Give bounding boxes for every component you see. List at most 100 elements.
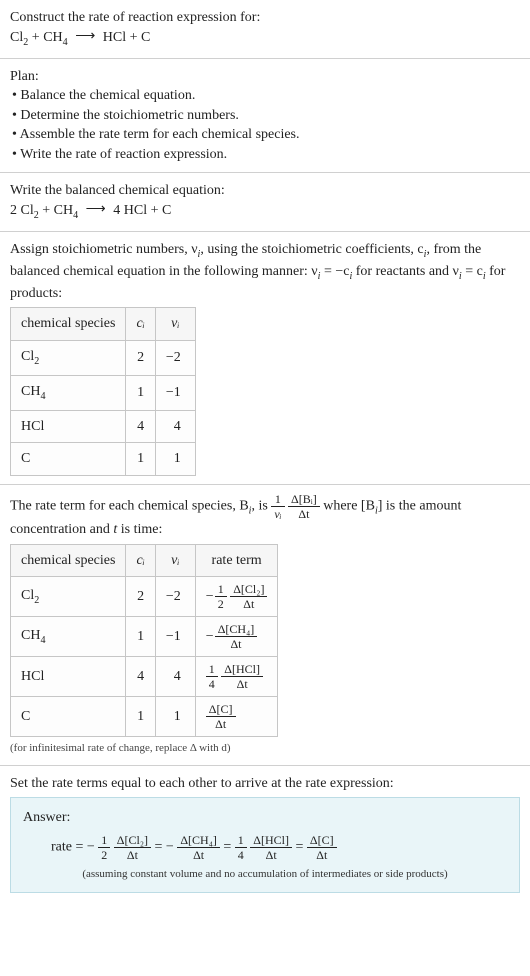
rateterm-table: chemical species cᵢ νᵢ rate term Cl2 2 −…	[10, 544, 278, 738]
frac-coef: 14	[235, 834, 247, 861]
bal-b-sub: 4	[73, 210, 78, 221]
cell-species: Cl2	[11, 577, 126, 617]
answer-label: Answer:	[23, 808, 507, 828]
infinitesimal-note: (for infinitesimal rate of change, repla…	[10, 741, 520, 756]
table-header-row: chemical species cᵢ νᵢ	[11, 308, 196, 341]
vi-label: νᵢ	[171, 553, 179, 568]
col-rate: rate term	[195, 544, 278, 577]
frac-n: Δ[Bᵢ]	[288, 493, 320, 506]
col-species: chemical species	[11, 308, 126, 341]
stoich-text: , using the stoichiometric coefficients,…	[200, 242, 423, 257]
col-species: chemical species	[11, 544, 126, 577]
bal-a: 2 Cl	[10, 203, 34, 218]
table-row: C 1 1	[11, 443, 196, 476]
frac-n: 1	[206, 663, 218, 676]
lhs-b-sub: 4	[63, 36, 68, 47]
lhs-a: Cl	[10, 30, 23, 45]
equals: =	[155, 839, 166, 854]
final-section: Set the rate terms equal to each other t…	[0, 766, 530, 902]
plan-bullet: • Balance the chemical equation.	[10, 86, 520, 106]
frac-n: Δ[CH₄]	[177, 834, 220, 847]
answer-box: Answer: rate = − 12 Δ[Cl₂]Δt = − Δ[CH₄]Δ…	[10, 797, 520, 893]
col-vi: νᵢ	[155, 544, 195, 577]
rt-text: , is	[251, 499, 271, 514]
frac-delta: Δ[HCl]Δt	[250, 834, 292, 861]
stoich-text: = −c	[320, 264, 349, 279]
cell-ci: 1	[126, 617, 155, 657]
frac-delta: Δ[Cl₂]Δt	[114, 834, 151, 861]
equals: =	[296, 839, 307, 854]
equals: =	[223, 839, 234, 854]
prompt-equation: Cl2 + CH4 ⟶ HCl + C	[10, 28, 520, 50]
table-row: C 1 1 Δ[C]Δt	[11, 697, 278, 737]
arrow-icon: ⟶	[75, 27, 95, 47]
rateterm-section: The rate term for each chemical species,…	[0, 485, 530, 765]
sp-sub: 4	[40, 391, 45, 402]
plan-bullet: • Determine the stoichiometric numbers.	[10, 106, 520, 126]
cell-rate: −12 Δ[Cl₂]Δt	[195, 577, 278, 617]
frac-n: Δ[Cl₂]	[230, 583, 267, 596]
cell-rate: Δ[C]Δt	[195, 697, 278, 737]
sp: Cl	[21, 349, 34, 364]
cell-ci: 1	[126, 697, 155, 737]
sp: HCl	[21, 669, 44, 684]
answer-note: (assuming constant volume and no accumul…	[23, 867, 507, 882]
rateterm-para: The rate term for each chemical species,…	[10, 493, 520, 540]
frac-n: Δ[C]	[206, 703, 236, 716]
balanced-heading: Write the balanced chemical equation:	[10, 181, 520, 201]
rate-prefix: rate = −	[51, 839, 95, 854]
bal-rhs: 4 HCl + C	[113, 203, 171, 218]
frac-delta: Δ[CH₄]Δt	[177, 834, 220, 861]
sp: CH	[21, 628, 40, 643]
cell-ci: 2	[126, 340, 155, 375]
frac-coef: 14	[206, 663, 218, 690]
frac-n: Δ[C]	[307, 834, 337, 847]
balanced-section: Write the balanced chemical equation: 2 …	[0, 173, 530, 231]
sp: CH	[21, 384, 40, 399]
bal-plus: + CH	[39, 203, 73, 218]
frac-n: Δ[Cl₂]	[114, 834, 151, 847]
table-row: CH4 1 −1 −Δ[CH₄]Δt	[11, 617, 278, 657]
lhs-b: CH	[43, 30, 62, 45]
stoich-text: Assign stoichiometric numbers, ν	[10, 242, 198, 257]
cell-species: C	[11, 697, 126, 737]
rate-expression: rate = − 12 Δ[Cl₂]Δt = − Δ[CH₄]Δt = 14 Δ…	[23, 834, 507, 861]
plan-heading: Plan:	[10, 67, 520, 87]
ci-label: cᵢ	[136, 553, 144, 568]
frac-delta: Δ[Cl₂]Δt	[230, 583, 267, 610]
cell-ci: 4	[126, 410, 155, 443]
plan-bullet: • Write the rate of reaction expression.	[10, 145, 520, 165]
cell-vi: 4	[155, 657, 195, 697]
ci-label: cᵢ	[136, 316, 144, 331]
sp: C	[21, 451, 30, 466]
cell-ci: 4	[126, 657, 155, 697]
frac-delta: Δ[C]Δt	[206, 703, 236, 730]
rt-text: is time:	[117, 522, 162, 537]
frac-delta: Δ[Bᵢ]Δt	[288, 493, 320, 520]
sp: C	[21, 709, 30, 724]
frac-delta: Δ[CH₄]Δt	[215, 623, 258, 650]
plan-section: Plan: • Balance the chemical equation. •…	[0, 59, 530, 173]
cell-ci: 1	[126, 375, 155, 410]
cell-species: Cl2	[11, 340, 126, 375]
frac-d: Δt	[221, 676, 263, 690]
vi-label: νᵢ	[171, 316, 179, 331]
frac-d: Δt	[177, 847, 220, 861]
frac-delta: Δ[HCl]Δt	[221, 663, 263, 690]
cell-rate: 14 Δ[HCl]Δt	[195, 657, 278, 697]
rt-text: where [B	[323, 499, 375, 514]
final-heading: Set the rate terms equal to each other t…	[10, 774, 520, 794]
stoich-text: for reactants and ν	[352, 264, 459, 279]
sp-sub: 2	[34, 595, 39, 606]
col-vi: νᵢ	[155, 308, 195, 341]
sp: HCl	[21, 419, 44, 434]
cell-vi: 1	[155, 697, 195, 737]
stoich-text: = c	[462, 264, 483, 279]
sp-sub: 4	[40, 635, 45, 646]
cell-vi: 1	[155, 443, 195, 476]
frac-n: 1	[98, 834, 110, 847]
sp: Cl	[21, 588, 34, 603]
neg-sign: −	[166, 839, 174, 854]
frac-d: 2	[98, 847, 110, 861]
cell-vi: −1	[155, 617, 195, 657]
